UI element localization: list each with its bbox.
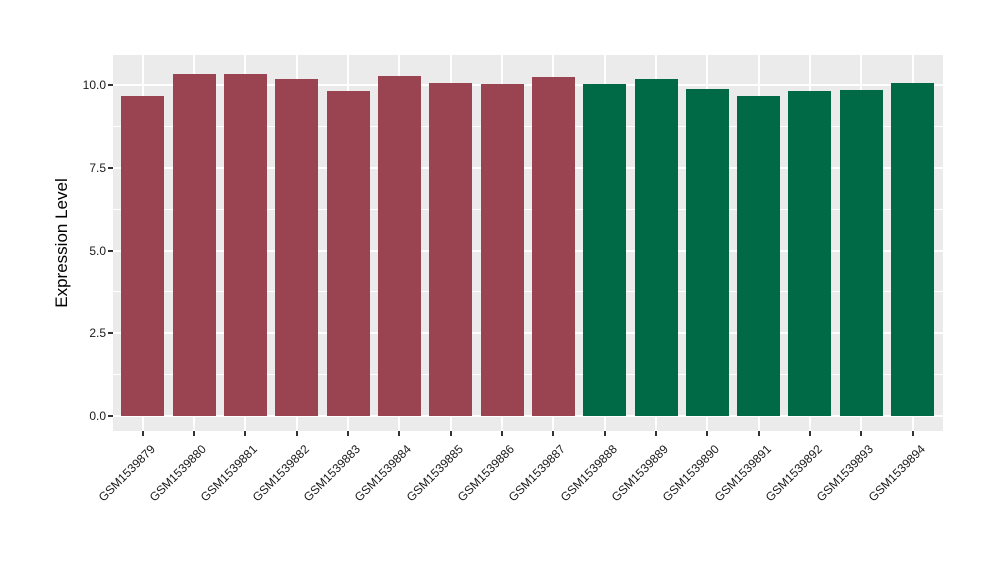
bar-GSM1539890 [685,88,729,416]
gridline-major-horizontal [113,166,943,169]
bar-GSM1539879 [121,95,165,416]
bar-GSM1539884 [377,75,421,416]
bar-GSM1539888 [583,84,627,416]
y-tick-label: 5.0 [89,243,106,258]
bar-GSM1539880 [172,74,216,416]
x-axis-tick [860,431,863,436]
y-axis-tick [108,84,113,86]
x-axis-tick [449,431,452,436]
x-axis-tick [141,431,144,436]
x-axis-tick [757,431,760,436]
gridline-minor-horizontal [113,291,943,293]
y-axis-tick [108,249,113,252]
bar-GSM1539891 [737,95,781,416]
gridline-major-horizontal [113,332,943,335]
y-tick-label: 2.5 [89,326,106,341]
gridline-major-horizontal [113,249,943,252]
x-axis-tick [295,431,298,436]
bar-GSM1539894 [891,83,935,416]
gridline-major-horizontal [113,415,943,417]
x-axis-tick [398,431,401,436]
gridline-major-horizontal [113,84,943,86]
bar-GSM1539886 [480,84,524,416]
bar-GSM1539889 [634,79,678,416]
bar-GSM1539883 [326,90,370,416]
y-tick-label: 10.0 [82,78,106,92]
x-axis-tick [244,431,247,436]
bar-GSM1539885 [429,83,473,416]
x-axis-tick [552,431,555,436]
x-axis-tick [808,431,811,436]
bar-GSM1539887 [531,77,575,416]
x-axis-tick [501,431,503,436]
y-tick-label: 0.0 [89,409,106,423]
y-tick-label: 7.5 [89,160,106,175]
x-axis-tick [706,431,709,436]
x-axis-tick [911,431,914,436]
bar-GSM1539882 [275,79,319,416]
bar-GSM1539881 [223,74,267,416]
y-axis-tick [108,415,113,417]
gridline-minor-horizontal [113,374,943,376]
x-axis-tick [655,431,657,436]
plot-panel [113,55,943,431]
x-axis-tick [603,431,606,436]
y-axis-tick [108,166,113,169]
bar-GSM1539892 [788,90,832,416]
gridline-minor-horizontal [113,208,943,210]
bar-GSM1539893 [839,89,883,416]
y-axis-tick [108,332,113,335]
x-axis-tick [193,431,196,436]
x-axis-tick [347,431,350,436]
gridline-minor-horizontal [113,125,943,127]
